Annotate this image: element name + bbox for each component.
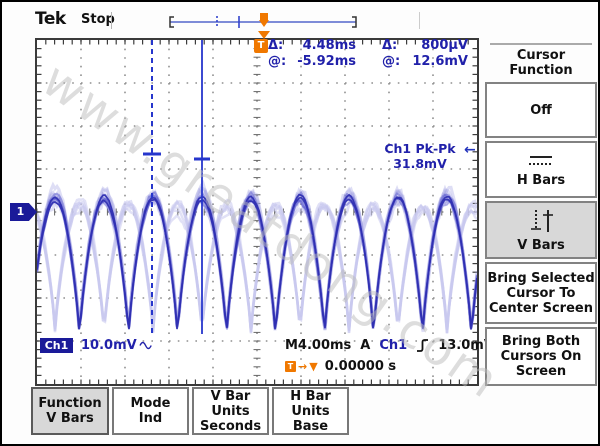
cursor-readout-row-at: @: -5.92ms @: 12.6mV [268,54,468,69]
delta-time-value: 4.48ms [302,38,356,53]
left-arrow-icon: ← [464,142,476,158]
menu-mode-line2: Ind [138,411,163,426]
softkey-bring-selected-cursor[interactable]: Bring Selected Cursor To Center Screen [485,262,597,324]
menu-vbar-units-line3: Seconds [199,418,262,434]
ch1-scale-value: 10.0mV [81,338,137,353]
timebase-trigger-readout: M4.00ms A Ch1 13.0mV [285,338,494,353]
menu-hbar-units-line2: Units [291,403,330,419]
trigger-delay-readout: T → ▼ 0.00000 s [285,359,396,374]
menu-hbar-units-line1: H Bar [290,388,331,404]
menu-vbar-units-line2: Units [211,403,250,419]
menu-function-line2: V Bars [46,411,94,426]
ch1-ground-marker[interactable]: 1 [10,203,37,221]
v-bars-cursor-icon [531,209,553,232]
trigger-level-value: 13.0mV [438,338,494,353]
at-volt-value: 12.6mV [412,54,468,69]
pkpk-measurement-source: Ch1 Pk-Pk [384,141,456,156]
menu-function-v-bars[interactable]: Function V Bars [31,387,109,435]
menu-mode-ind[interactable]: Mode Ind [112,387,189,435]
menu-hbar-units-line3: Base [292,418,329,434]
at-volt-label: @: [382,54,401,69]
waveform-path [36,193,478,330]
sidebar-title-line1: Cursor [516,48,566,63]
trigger-position-arrow-icon[interactable] [258,31,270,39]
ac-coupling-icon [139,341,152,350]
ch1-scale-readout: Ch1 10.0mV [40,338,152,353]
top-divider-right [419,12,420,29]
pkpk-measurement-value: 31.8mV [393,156,447,171]
v-bar-cursors [143,40,210,334]
menu-h-bar-units[interactable]: H Bar Units Base [272,387,349,435]
graticule [35,38,479,386]
record-view-right-bracket [352,16,357,28]
cursor-menu-sidebar: Cursor Function Off H Bars V Bars Bring … [484,40,598,389]
record-view-left-bracket [169,16,174,28]
menu-mode-line1: Mode [130,396,171,411]
trigger-delay-value: 0.00000 s [324,359,397,374]
waveform-path [35,200,479,333]
softkey-off[interactable]: Off [485,82,597,138]
softkey-h-bars[interactable]: H Bars [485,141,597,198]
trigger-delay-t-icon: T [285,361,296,372]
delta-volt-value: 800µV [421,38,468,53]
sidebar-title-rule [490,43,592,45]
sidebar-title-line2: Function [509,63,573,78]
menu-function-line1: Function [38,396,102,411]
at-time-label: @: [268,54,287,69]
record-trigger-marker [259,13,269,27]
softkey-off-label: Off [530,102,552,118]
tek-logo: Tek [35,9,66,29]
graticule-canvas [35,39,479,384]
down-triangle-icon: ▼ [309,360,318,373]
timebase-value: M4.00ms [285,338,352,353]
right-arrow-icon: → [298,360,308,373]
rising-edge-slope-icon [417,339,429,352]
sidebar-title: Cursor Function [484,48,598,78]
cursor-readout-row-delta: Δ: 4.48ms Δ: 800µV [268,38,468,53]
delta-volt-label: Δ: [382,38,398,53]
trigger-t-badge-icon: T [254,39,268,53]
top-divider-left [111,12,112,29]
menu-vbar-units-line1: V Bar [210,388,251,404]
softkey-v-bars-label: V Bars [517,237,565,253]
softkey-bring-both-label: Bring Both Cursors On Screen [500,334,582,379]
record-view-bar [169,13,357,28]
trigger-source: Ch1 [379,338,408,353]
softkey-bring-selected-label: Bring Selected Cursor To Center Screen [487,270,595,316]
softkey-h-bars-label: H Bars [516,172,566,188]
pkpk-measurement: Ch1 Pk-Pk 31.8mV [373,141,467,171]
h-bars-cursor-icon [529,155,553,165]
delta-time-label: Δ: [268,38,284,53]
menu-v-bar-units[interactable]: V Bar Units Seconds [192,387,269,435]
at-time-value: -5.92ms [297,54,356,69]
softkey-v-bars[interactable]: V Bars [485,201,597,259]
acquisition-status: Stop [81,12,115,27]
trigger-mode: A [360,338,371,353]
softkey-bring-both-cursors[interactable]: Bring Both Cursors On Screen [485,327,597,386]
ch1-waveform-trace [35,179,479,334]
ch1-badge: Ch1 [40,338,73,353]
